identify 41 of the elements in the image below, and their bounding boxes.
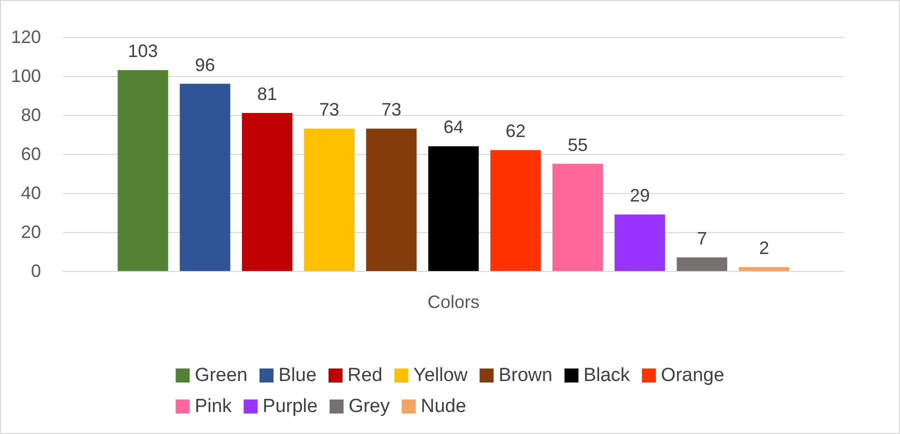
legend-label: Yellow [413, 365, 468, 386]
legend-label: Orange [660, 365, 724, 386]
data-label: 73 [381, 100, 402, 120]
legend-label: Red [348, 365, 382, 386]
y-tick-label: 60 [20, 144, 41, 164]
data-label: 55 [568, 134, 588, 155]
bar [490, 150, 541, 271]
bar [180, 84, 230, 271]
bar [738, 267, 790, 271]
legend-label: Green [194, 365, 248, 386]
legend-label: Nude [420, 396, 466, 417]
data-label: 2 [759, 238, 770, 258]
legend-label: Grey [348, 396, 390, 417]
legend-label: Purple [262, 396, 318, 417]
legend-label: Pink [194, 396, 232, 417]
y-tick-label: 20 [20, 222, 41, 242]
legend-label: Black [583, 365, 630, 386]
data-label: 62 [506, 121, 526, 142]
data-label: 7 [696, 228, 707, 248]
data-label: 96 [195, 54, 216, 75]
bar [118, 70, 168, 271]
bar [304, 128, 355, 271]
bar [676, 257, 728, 271]
data-label: 29 [630, 185, 650, 206]
data-label: 81 [257, 84, 278, 104]
data-label: 103 [128, 41, 158, 62]
bar [428, 146, 479, 271]
data-label: 64 [443, 117, 464, 138]
y-tick-label: 80 [20, 105, 41, 125]
legend-label: Blue [278, 365, 317, 386]
bar [614, 214, 666, 271]
legend-label: Brown [498, 365, 552, 386]
x-tick-label: Colors [427, 292, 480, 312]
y-tick-label: 0 [30, 261, 41, 281]
bar [242, 113, 292, 271]
bar [552, 164, 603, 271]
y-tick-label: 100 [10, 66, 41, 86]
bar [366, 128, 417, 271]
data-label: 73 [319, 100, 340, 120]
y-tick-label: 40 [20, 183, 41, 203]
y-tick-label: 120 [10, 27, 41, 47]
